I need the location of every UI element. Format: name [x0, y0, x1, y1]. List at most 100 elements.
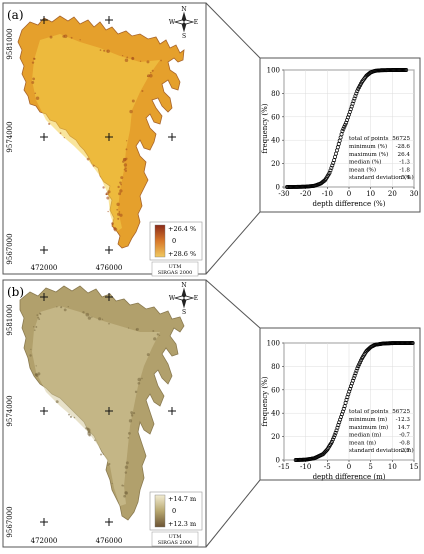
stat-value: 26.4 — [398, 152, 411, 158]
stat-label: maximum (%) — [349, 151, 388, 158]
data-point — [342, 124, 347, 129]
map-speckle — [111, 482, 113, 485]
panel-a-datum-frame — [151, 261, 199, 277]
stat-value: -0.7 — [399, 433, 410, 439]
map-speckle — [123, 494, 126, 498]
map-speckle — [86, 427, 90, 431]
panel-b-northing-3: 9567000 — [6, 506, 14, 537]
panel-a-chart-frame — [259, 57, 421, 213]
panel-a-legend-min: +28.6 % — [168, 250, 196, 258]
map-speckle — [107, 464, 109, 466]
x-tick-label: -10 — [300, 463, 311, 471]
map-speckle — [156, 333, 159, 336]
map-speckle — [128, 432, 131, 435]
chart-b: -15 -10 -5 0 5 10 15 0 20 40 60 80 100 depth differen… — [261, 340, 418, 482]
map-speckle — [130, 414, 134, 417]
panel-b-legend-mid: 0 — [172, 507, 176, 515]
map-speckle — [137, 377, 142, 382]
y-tick-label: 40 — [271, 137, 280, 145]
map-speckle — [121, 484, 124, 487]
map-speckle — [37, 316, 40, 319]
y-tick-label: 0 — [276, 184, 280, 192]
map-speckle — [124, 169, 128, 172]
grid-cross-icon — [105, 407, 113, 415]
panel-b-map-frame — [2, 279, 207, 548]
stat-label: standard deviation (%) — [349, 174, 414, 181]
panel-b-grid-crosses — [40, 293, 176, 526]
panel-b-easting-2: 476000 — [96, 537, 123, 545]
map-speckle — [35, 96, 40, 100]
map-speckle — [86, 157, 90, 161]
map-speckle — [122, 160, 125, 163]
map-speckle — [124, 167, 127, 170]
stat-value: -1.3 — [399, 160, 410, 166]
grid-cross-icon — [40, 133, 48, 141]
map-speckle — [127, 327, 130, 329]
map-speckle — [124, 471, 128, 474]
panel-b-compass-e: E — [194, 295, 198, 302]
panel-b-datum-box: UTM SIRGAS 2000 — [151, 531, 199, 547]
map-speckle — [87, 316, 92, 320]
map-speckle — [118, 211, 121, 213]
data-point — [359, 358, 363, 363]
map-speckle — [151, 69, 154, 72]
panel-a-legend-ramp — [154, 224, 166, 258]
map-speckle — [137, 381, 141, 385]
data-point — [328, 168, 333, 173]
data-point — [404, 68, 409, 72]
map-speckle — [122, 157, 127, 162]
x-tick-label: -15 — [278, 463, 289, 471]
map-speckle — [139, 60, 142, 62]
panel-a-northing-1: 9581000 — [6, 28, 14, 59]
map-speckle — [104, 50, 106, 52]
panel-a-map-frame — [2, 2, 207, 275]
map-speckle — [123, 163, 128, 167]
map-speckle — [36, 314, 39, 316]
grid-cross-icon — [40, 246, 48, 254]
data-point — [351, 376, 356, 381]
grid-cross-icon — [40, 518, 48, 526]
stat-value: 56725 — [392, 136, 410, 142]
stat-value: -0.8 — [399, 440, 410, 446]
map-speckle — [128, 419, 133, 423]
map-speckle — [70, 36, 73, 39]
map-speckle — [131, 99, 135, 103]
data-point — [330, 439, 334, 444]
panel-a-legend: +26.4 % 0 +28.6 % — [149, 221, 203, 261]
panel-a-datum-line2: SIRGAS 2000 — [158, 270, 193, 276]
map-speckle — [82, 311, 85, 314]
x-axis-label: depth difference (m) — [313, 473, 386, 481]
map-speckle — [149, 71, 152, 74]
stat-label: minimum (m) — [349, 416, 387, 423]
panel-a-northing-2: 9574000 — [6, 121, 14, 152]
panel-a-connector-bottom — [205, 211, 261, 275]
panel-b-connector-top — [205, 279, 261, 329]
map-speckle — [108, 322, 110, 325]
y-tick-label: 0 — [276, 457, 280, 465]
panel-b-legend: +14.7 m 0 +12.3 m — [149, 491, 203, 531]
map-speckle — [130, 411, 134, 414]
map-speckle — [33, 57, 36, 60]
panel-a-easting-1: 472000 — [31, 264, 58, 272]
stat-value: -12.3 — [396, 417, 411, 423]
map-speckle — [39, 312, 41, 315]
grid-cross-icon — [168, 407, 176, 415]
map-speckle — [119, 181, 122, 184]
y-tick-label: 20 — [271, 433, 280, 441]
map-speckle — [87, 431, 90, 434]
stat-label: median (%) — [349, 159, 381, 166]
data-point — [351, 99, 356, 103]
map-speckle — [37, 372, 41, 376]
panel-a-legend-max: +26.4 % — [168, 225, 196, 233]
map-speckle — [33, 329, 36, 331]
map-speckle — [120, 176, 124, 180]
map-speckle — [60, 306, 63, 309]
map-speckle — [102, 186, 105, 189]
map-speckle — [63, 34, 68, 39]
stat-label: maximum (m) — [349, 424, 388, 431]
panel-b-datum-line1: UTM — [169, 534, 182, 540]
y-tick-label: 80 — [271, 90, 280, 98]
map-speckle — [69, 415, 73, 418]
map-speckle — [113, 227, 118, 232]
